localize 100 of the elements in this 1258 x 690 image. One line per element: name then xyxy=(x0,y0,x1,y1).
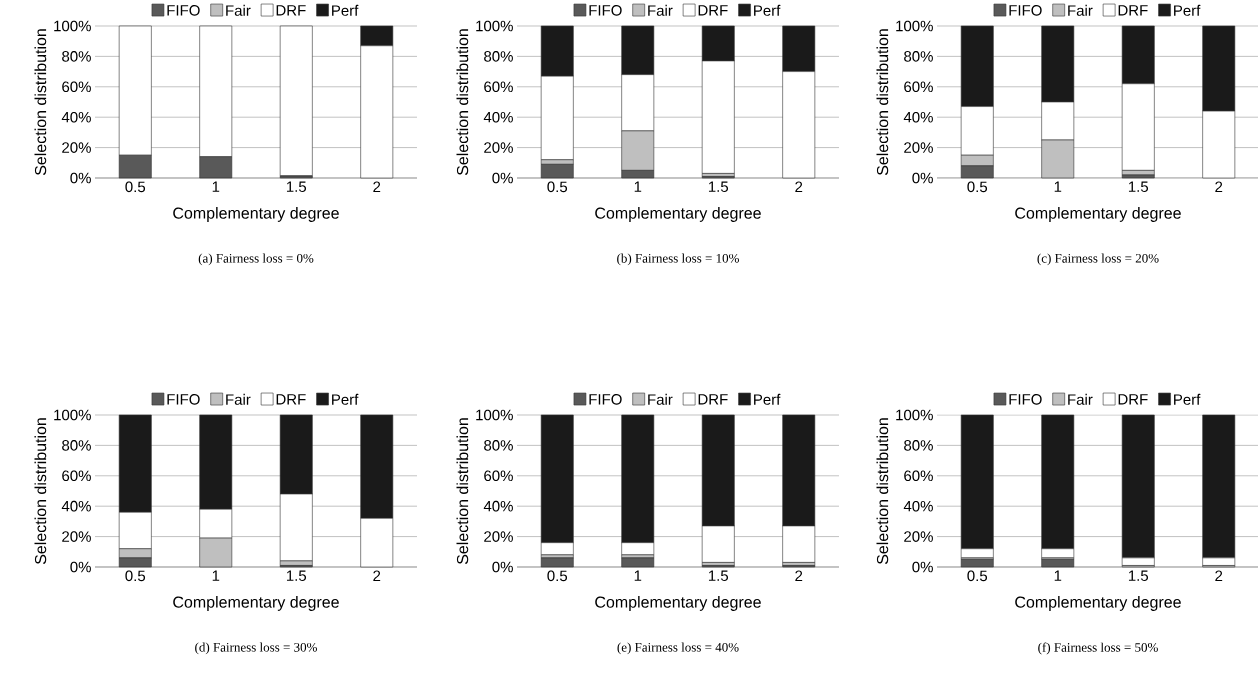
y-tick-label: 0% xyxy=(912,172,933,184)
y-axis-title: Selection distribution xyxy=(34,29,47,176)
y-tick-label: 20% xyxy=(62,531,91,542)
x-tick-label: 1 xyxy=(634,181,642,192)
y-tick-label: 100% xyxy=(476,20,513,32)
x-tick-label: 2 xyxy=(1215,181,1223,192)
y-tick-label: 40% xyxy=(61,500,91,512)
legend-label: FIFO xyxy=(1009,5,1042,16)
legend-label: DRF xyxy=(698,5,728,16)
legend-label: DRF xyxy=(276,5,306,16)
y-tick-label: 40% xyxy=(483,111,513,123)
x-tick-label: 0.5 xyxy=(125,570,146,582)
legend-label: FIFO xyxy=(167,5,200,16)
y-tick-label: 80% xyxy=(62,51,91,62)
text: (a) Fairness loss = 0% xyxy=(198,253,314,266)
x-tick-label: 1.5 xyxy=(1128,570,1149,581)
text: (e) Fairness loss = 40% xyxy=(617,642,739,655)
legend-label: Perf xyxy=(332,393,359,405)
legend-label: FIFO xyxy=(1009,394,1042,405)
x-tick-label: 1 xyxy=(212,570,220,581)
y-tick-label: 100% xyxy=(896,409,933,421)
text: (d) Fairness loss = 30% xyxy=(195,642,317,655)
x-tick-label: 1.5 xyxy=(708,181,729,192)
y-tick-label: 40% xyxy=(903,500,933,512)
x-tick-label: 1.5 xyxy=(286,181,307,192)
legend-label: Fair xyxy=(648,4,673,16)
legend-label: Fair xyxy=(226,393,251,405)
x-tick-label: 1.5 xyxy=(286,570,307,581)
y-tick-label: 80% xyxy=(904,51,933,62)
x-tick-label: 0.5 xyxy=(125,181,146,193)
x-tick-label: 0.5 xyxy=(967,570,988,582)
y-tick-label: 0% xyxy=(492,172,513,184)
legend-label: FIFO xyxy=(589,5,622,16)
legend-label: Perf xyxy=(754,4,781,16)
x-tick-label: 1 xyxy=(634,570,642,581)
x-tick-label: 0.5 xyxy=(967,181,988,193)
x-tick-label: 0.5 xyxy=(547,570,568,582)
y-tick-label: 20% xyxy=(904,142,933,153)
text: (b) Fairness loss = 10% xyxy=(617,253,739,266)
legend-label: FIFO xyxy=(589,394,622,405)
y-axis-title: Selection distribution xyxy=(456,418,469,565)
y-tick-label: 0% xyxy=(492,561,513,573)
legend-label: DRF xyxy=(698,394,728,405)
legend-label: Fair xyxy=(648,393,673,405)
legend-label: Perf xyxy=(332,4,359,16)
x-axis-title: Complementary degree xyxy=(1015,207,1181,222)
x-axis-title: Complementary degree xyxy=(1015,596,1181,611)
y-tick-label: 60% xyxy=(904,470,933,482)
x-axis-title: Complementary degree xyxy=(595,207,761,222)
y-tick-label: 20% xyxy=(62,142,91,153)
legend-label: FIFO xyxy=(167,394,200,405)
y-tick-label: 20% xyxy=(484,142,513,153)
y-tick-label: 60% xyxy=(62,81,91,93)
x-tick-label: 2 xyxy=(795,570,803,581)
y-tick-label: 40% xyxy=(483,500,513,512)
legend-label: DRF xyxy=(276,394,306,405)
y-tick-label: 60% xyxy=(484,81,513,93)
y-tick-label: 80% xyxy=(484,440,513,451)
y-axis-title: Selection distribution xyxy=(34,418,47,565)
legend-label: Fair xyxy=(226,4,251,16)
x-tick-label: 1 xyxy=(212,181,220,192)
y-tick-label: 60% xyxy=(484,470,513,482)
y-tick-label: 100% xyxy=(896,20,933,32)
y-tick-label: 100% xyxy=(476,409,513,421)
y-tick-label: 40% xyxy=(903,111,933,123)
x-tick-label: 1 xyxy=(1054,570,1062,581)
x-axis-title: Complementary degree xyxy=(173,596,339,611)
y-tick-label: 80% xyxy=(904,440,933,451)
y-tick-label: 20% xyxy=(484,531,513,542)
y-axis-title: Selection distribution xyxy=(876,29,889,176)
legend-label: Perf xyxy=(1174,4,1201,16)
y-tick-label: 0% xyxy=(70,172,91,184)
x-tick-label: 2 xyxy=(373,181,381,192)
legend-label: Fair xyxy=(1068,393,1093,405)
legend-label: Fair xyxy=(1068,4,1093,16)
y-tick-label: 100% xyxy=(54,20,91,32)
x-tick-label: 2 xyxy=(1215,570,1223,581)
y-tick-label: 60% xyxy=(904,81,933,93)
legend-label: DRF xyxy=(1118,5,1148,16)
text: (f) Fairness loss = 50% xyxy=(1038,642,1158,655)
legend-label: Perf xyxy=(754,393,781,405)
x-tick-label: 1.5 xyxy=(1128,181,1149,192)
x-tick-label: 2 xyxy=(795,181,803,192)
text: (c) Fairness loss = 20% xyxy=(1037,253,1159,266)
y-tick-label: 40% xyxy=(61,111,91,123)
y-axis-title: Selection distribution xyxy=(456,29,469,176)
x-axis-title: Complementary degree xyxy=(595,596,761,611)
legend-label: Perf xyxy=(1174,393,1201,405)
x-tick-label: 1.5 xyxy=(708,570,729,581)
y-tick-label: 80% xyxy=(62,440,91,451)
y-tick-label: 0% xyxy=(70,561,91,573)
y-tick-label: 80% xyxy=(484,51,513,62)
x-tick-label: 2 xyxy=(373,570,381,581)
x-tick-label: 0.5 xyxy=(547,181,568,193)
y-axis-title: Selection distribution xyxy=(876,418,889,565)
y-tick-label: 0% xyxy=(912,561,933,573)
y-tick-label: 60% xyxy=(62,470,91,482)
y-tick-label: 20% xyxy=(904,531,933,542)
x-axis-title: Complementary degree xyxy=(173,207,339,222)
x-tick-label: 1 xyxy=(1054,181,1062,192)
